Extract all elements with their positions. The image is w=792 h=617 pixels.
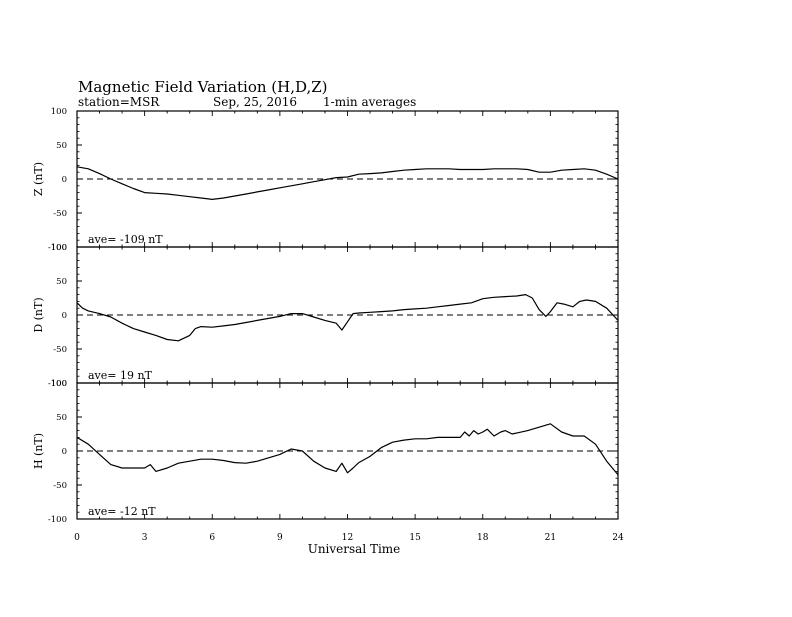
y-tick-label: 50 [56,413,67,423]
y-tick-label: 100 [51,107,67,117]
panel-d-y-label: D (nT) [32,297,45,332]
panel-h: 100 50 0 -50 -100 H (nT) ave= -12 nT [32,379,619,525]
x-tick-label: 12 [342,533,353,543]
y-tick-label: -50 [53,345,67,355]
x-tick-label: 0 [74,533,80,543]
x-tick-label: 24 [612,533,624,543]
y-tick-label: -100 [48,243,67,253]
date-label: Sep, 25, 2016 [213,95,297,109]
panel-h-y-label: H (nT) [32,433,45,469]
y-tick-label: -100 [48,515,67,525]
x-tick-label: 15 [409,533,421,543]
y-tick-label: 50 [56,277,67,287]
panel-d: 100 50 0 -50 -100 D (nT) ave= 19 nT [32,243,619,389]
y-tick-label: -50 [53,209,67,219]
averaging-label: 1-min averages [323,95,416,109]
x-tick-label: 6 [209,533,215,543]
y-tick-label: 0 [62,175,67,185]
panel-z-average-annotation: ave= -109 nT [88,233,163,246]
x-axis: 0 3 6 9 12 15 18 21 24 [74,533,624,543]
panel-h-average-annotation: ave= -12 nT [88,505,156,518]
y-tick-label: 100 [51,243,67,253]
y-tick-label: -100 [48,379,67,389]
y-tick-label: 0 [62,311,67,321]
panels-group: 100 50 0 -50 -100 Z (nT) ave= -109 nT 100 50 0 -50… [32,107,619,525]
panel-z-y-label: Z (nT) [32,162,45,196]
panel-z: 100 50 0 -50 -100 Z (nT) ave= -109 nT [32,107,619,253]
y-tick-label: 100 [51,379,67,389]
panel-d-average-annotation: ave= 19 nT [88,369,153,382]
y-tick-label: -50 [53,481,67,491]
panel-h-series-line [76,423,619,476]
x-axis-label: Universal Time [308,542,401,556]
panel-z-series-line [76,166,619,200]
panel-d-series-line [76,294,619,342]
y-tick-label: 0 [62,447,67,457]
station-label: station=MSR [78,95,160,109]
x-tick-label: 3 [142,533,148,543]
x-tick-label: 21 [545,533,556,543]
x-tick-label: 9 [277,533,283,543]
x-tick-label: 18 [477,533,489,543]
chart-title: Magnetic Field Variation (H,D,Z) [78,78,328,96]
y-tick-label: 50 [56,141,67,151]
